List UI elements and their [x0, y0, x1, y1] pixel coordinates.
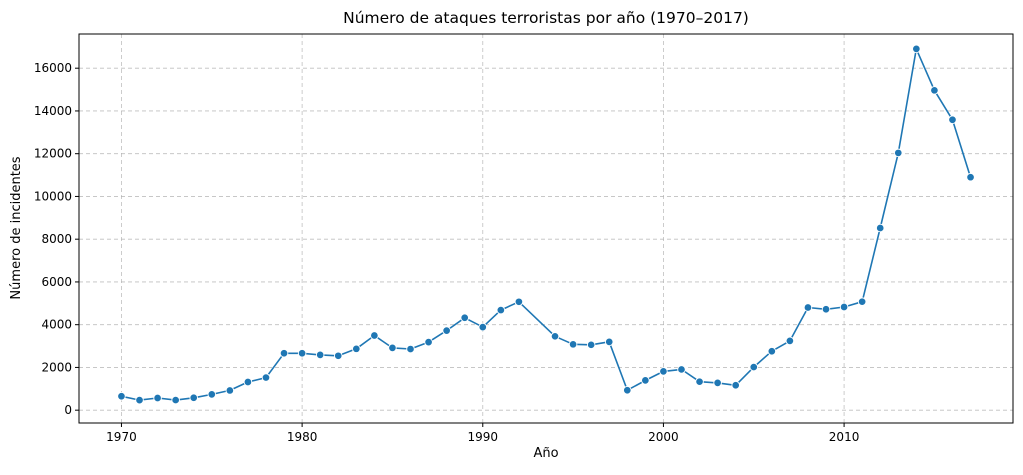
grid-layer	[79, 34, 1013, 423]
data-point	[586, 340, 596, 350]
data-point	[659, 367, 668, 376]
x-tick-label: 2010	[829, 430, 860, 444]
data-point	[117, 392, 126, 401]
marker-layer	[117, 44, 975, 405]
data-point	[785, 336, 795, 346]
data-point	[550, 332, 560, 341]
y-tick-label: 6000	[41, 275, 72, 289]
data-point	[171, 395, 180, 405]
data-point	[153, 393, 162, 403]
data-point	[930, 86, 939, 95]
data-point	[912, 44, 921, 54]
data-point	[370, 331, 379, 340]
data-point	[406, 344, 415, 354]
plot-frame	[78, 33, 1014, 424]
y-tick-label: 10000	[34, 189, 72, 203]
data-point	[424, 337, 433, 347]
y-tick-label: 12000	[34, 147, 72, 161]
data-point	[604, 337, 614, 347]
y-tick-label: 4000	[41, 318, 72, 332]
data-point	[695, 377, 704, 386]
data-point	[388, 343, 397, 353]
data-point	[207, 390, 217, 399]
data-point	[261, 373, 271, 382]
x-tick-label: 1990	[467, 430, 498, 444]
data-point	[514, 297, 524, 307]
data-point	[767, 346, 777, 356]
data-point	[297, 349, 307, 358]
data-point	[731, 381, 740, 390]
y-tick-label: 16000	[34, 61, 72, 75]
data-point	[279, 349, 289, 358]
data-point	[966, 172, 975, 182]
data-point	[568, 340, 578, 349]
data-point	[496, 305, 506, 315]
x-axis-label: Año	[533, 446, 558, 461]
data-point	[821, 305, 831, 314]
data-point	[315, 350, 325, 360]
x-axis-ticks: 1970 1980 1990 2000 2010	[106, 423, 859, 444]
data-point	[857, 297, 867, 306]
data-point	[460, 313, 469, 323]
data-point	[948, 115, 957, 125]
data-point	[352, 344, 361, 354]
data-point	[225, 386, 235, 395]
data-point	[478, 322, 488, 332]
data-point	[713, 378, 722, 388]
data-point	[189, 393, 198, 403]
y-tick-label: 2000	[41, 360, 72, 374]
y-tick-label: 0	[64, 403, 72, 417]
data-point	[749, 362, 759, 372]
x-tick-label: 1970	[106, 430, 137, 444]
x-tick-label: 2000	[648, 430, 679, 444]
data-point	[641, 376, 650, 385]
data-point	[333, 351, 343, 361]
data-point	[803, 303, 813, 312]
series-line	[121, 48, 972, 401]
data-point	[623, 385, 632, 395]
data-point	[894, 148, 903, 158]
x-tick-label: 1980	[287, 430, 318, 444]
y-tick-label: 14000	[34, 104, 72, 118]
data-point	[442, 326, 451, 335]
data-point	[875, 223, 885, 233]
chart-title: Número de ataques terroristas por año (1…	[343, 9, 749, 27]
data-point	[243, 377, 253, 387]
data-point	[677, 365, 686, 374]
series-layer	[121, 48, 972, 401]
y-axis-label: Número de incidentes	[9, 156, 24, 299]
y-tick-label: 8000	[41, 232, 72, 246]
data-point	[839, 302, 849, 312]
y-axis-ticks: 0 2000 4000 6000 8000 10000 12000 14000 16000	[34, 61, 79, 417]
data-point	[135, 395, 144, 405]
